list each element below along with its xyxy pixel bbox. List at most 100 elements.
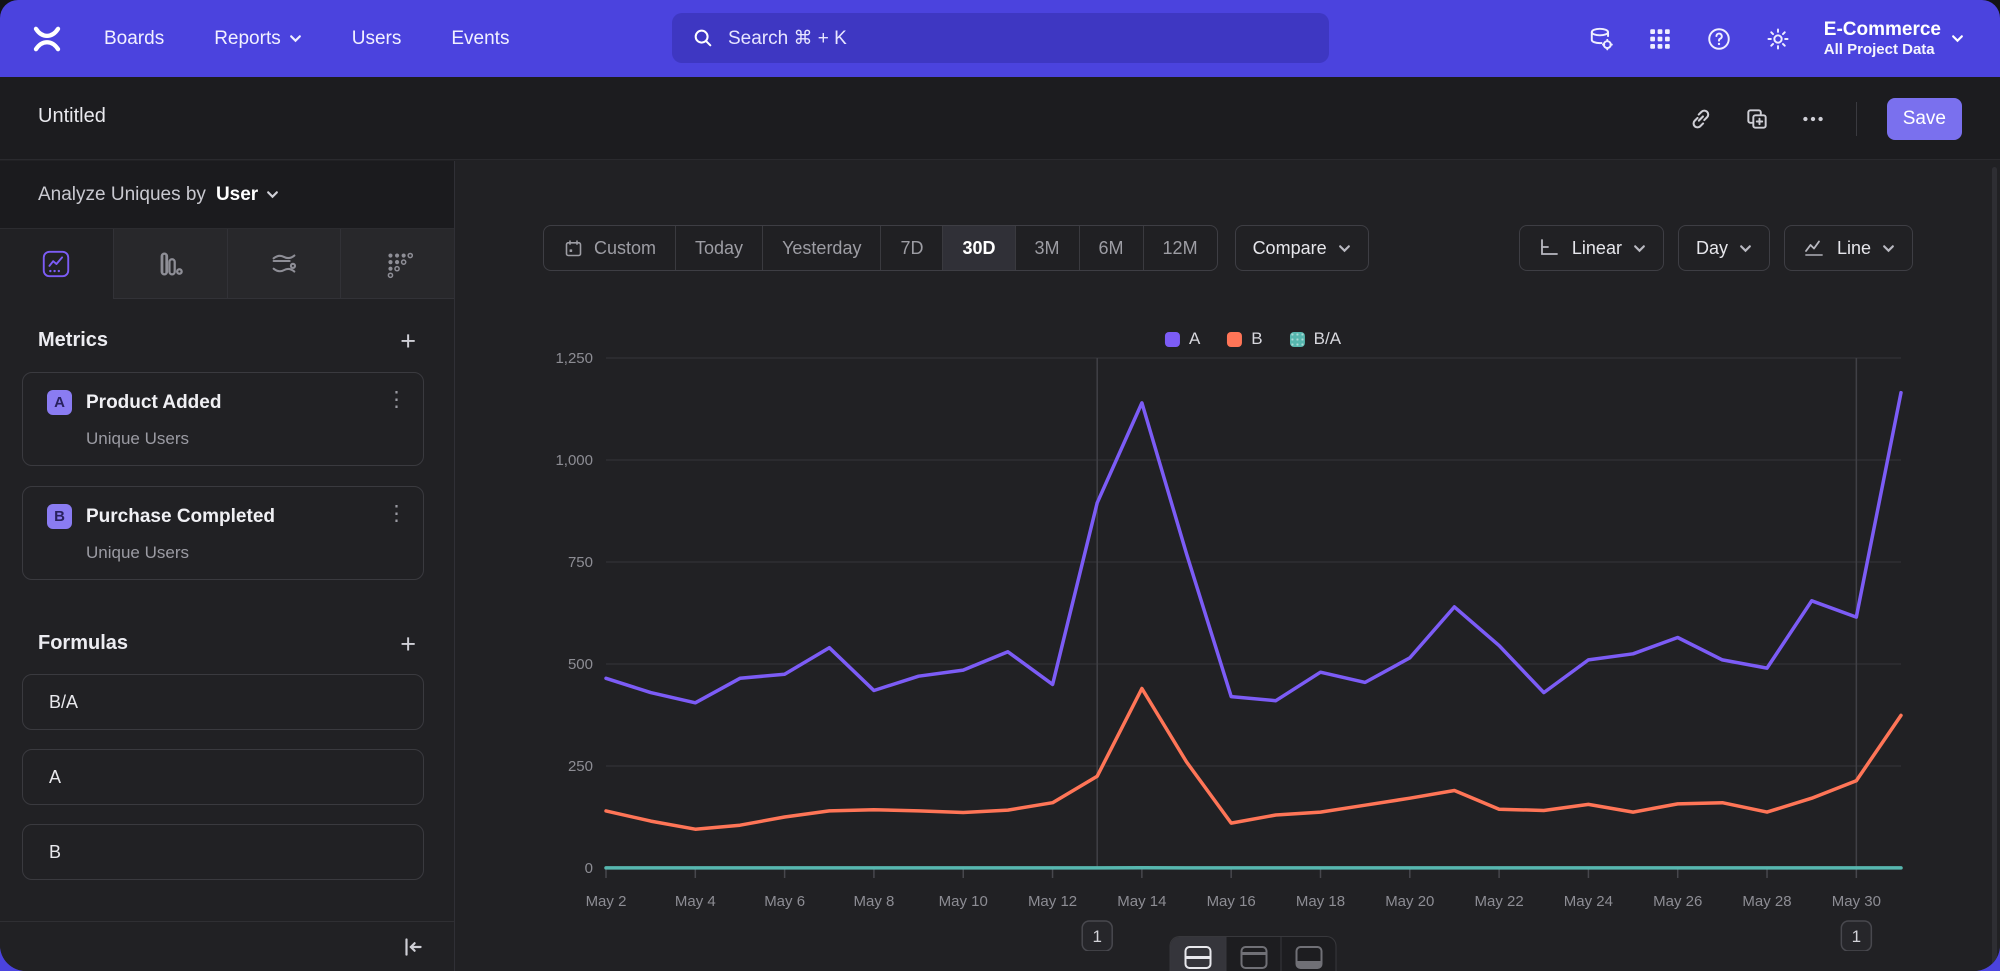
header-view-button[interactable] — [1225, 937, 1281, 971]
legend-swatch — [1227, 331, 1243, 347]
duplicate-icon[interactable] — [1744, 106, 1770, 132]
sidebar: Analyze Uniques by User Metrics + A Produ… — [0, 161, 455, 971]
project-selector[interactable]: E-Commerce All Project Data — [1823, 18, 1964, 58]
line-chart[interactable]: 0 250 500 750 1,000 1,250 May 2 May 4 May 6 May 8… — [456, 351, 2000, 951]
x-tick-label: May 26 — [1653, 893, 1702, 910]
search-placeholder: Search ⌘ + K — [728, 27, 847, 49]
add-metric-button[interactable]: + — [400, 325, 416, 356]
top-right-cluster: E-Commerce All Project Data — [1588, 0, 1964, 77]
chart-main: Custom Today Yesterday 7D 30D 3M 6M 12M Compare… — [456, 161, 2000, 971]
range-label: Custom — [594, 237, 657, 258]
range-7d[interactable]: 7D — [880, 226, 942, 270]
report-title[interactable]: Untitled — [38, 105, 106, 127]
analyze-by-selector[interactable]: User — [216, 184, 279, 206]
date-range-group: Custom Today Yesterday 7D 30D 3M 6M 12M — [543, 225, 1218, 271]
nav-item-reports[interactable]: Reports — [214, 28, 302, 50]
metric-menu-icon[interactable]: ⋮ — [386, 388, 407, 411]
metric-badge: B — [47, 504, 72, 529]
funnels-icon — [160, 252, 183, 275]
search-icon — [694, 29, 712, 47]
range-12m[interactable]: 12M — [1142, 226, 1217, 270]
nav-item-users[interactable]: Users — [352, 28, 402, 50]
more-icon[interactable] — [1800, 106, 1826, 132]
collapse-sidebar-icon[interactable] — [400, 934, 426, 960]
mixpanel-logo-icon[interactable] — [30, 22, 64, 56]
x-tick-label: May 22 — [1475, 893, 1524, 910]
add-formula-button[interactable]: + — [400, 628, 416, 659]
legend-swatch — [1164, 331, 1180, 347]
x-tick-label: May 28 — [1742, 893, 1791, 910]
range-yesterday[interactable]: Yesterday — [762, 226, 880, 270]
annotation-badge[interactable]: 1 — [1840, 920, 1873, 951]
metric-menu-icon[interactable]: ⋮ — [386, 502, 407, 525]
analyze-row: Analyze Uniques by User — [0, 161, 454, 229]
range-3m[interactable]: 3M — [1014, 226, 1079, 270]
legend-item-B[interactable]: B — [1227, 329, 1263, 349]
y-tick-label: 1,250 — [555, 351, 593, 367]
settings-gear-icon[interactable] — [1765, 26, 1791, 52]
chevron-down-icon — [1952, 35, 1963, 43]
x-tick-label: May 8 — [854, 893, 895, 910]
range-6m[interactable]: 6M — [1078, 226, 1143, 270]
line-chart-icon — [1805, 240, 1823, 256]
formulas-list: B/A A B — [0, 674, 454, 880]
y-tick-label: 250 — [568, 758, 593, 775]
top-nav: Boards Reports Users Events Search ⌘ + K — [0, 0, 2000, 77]
x-tick-label: May 20 — [1385, 893, 1434, 910]
chevron-down-icon — [1634, 244, 1645, 252]
calendar-icon — [565, 239, 582, 256]
legend-item-B-A[interactable]: B/A — [1289, 329, 1341, 349]
linear-axis-icon — [1541, 239, 1558, 255]
formula-card-B-A[interactable]: B/A — [22, 674, 424, 730]
split-view-button[interactable] — [1170, 937, 1226, 971]
formula-card-B[interactable]: B — [22, 824, 424, 880]
annotation-badge[interactable]: 1 — [1081, 920, 1113, 951]
y-tick-label: 500 — [568, 656, 593, 673]
chart-type-selector[interactable]: Line — [1783, 225, 1913, 271]
range-label: 3M — [1034, 237, 1060, 258]
metric-card-B[interactable]: B Purchase Completed ⋮ Unique Users — [22, 486, 424, 580]
tab-retention[interactable] — [340, 229, 454, 299]
legend-swatch — [1289, 331, 1305, 347]
scale-selector[interactable]: Linear — [1518, 225, 1664, 271]
interval-selector[interactable]: Day — [1677, 225, 1770, 271]
x-tick-label: May 18 — [1296, 893, 1345, 910]
nav-item-boards[interactable]: Boards — [104, 28, 164, 50]
legend-item-A[interactable]: A — [1164, 329, 1200, 349]
link-icon[interactable] — [1688, 106, 1714, 132]
data-management-icon[interactable] — [1588, 26, 1614, 52]
save-button[interactable]: Save — [1886, 97, 1962, 140]
scrollbar[interactable] — [1992, 167, 1997, 971]
range-30d[interactable]: 30D — [942, 226, 1015, 270]
range-custom[interactable]: Custom — [544, 226, 675, 270]
sidebar-footer — [0, 921, 454, 971]
apps-grid-icon[interactable] — [1647, 26, 1673, 52]
formula-card-A[interactable]: A — [22, 749, 424, 805]
tab-insights[interactable] — [0, 229, 113, 299]
nav-item-events[interactable]: Events — [451, 28, 509, 50]
metric-card-A[interactable]: A Product Added ⋮ Unique Users — [22, 372, 424, 466]
range-label: 12M — [1162, 237, 1198, 258]
table-view-button[interactable] — [1280, 937, 1336, 971]
metric-subtitle: Unique Users — [86, 429, 189, 448]
divider — [1855, 101, 1857, 136]
y-tick-label: 0 — [585, 860, 593, 877]
series-A — [604, 390, 1903, 705]
help-icon[interactable] — [1706, 26, 1732, 52]
series-B — [604, 686, 1903, 831]
x-tick-label: May 14 — [1117, 893, 1166, 910]
metric-badge: A — [47, 390, 72, 415]
x-tick-label: May 10 — [939, 893, 988, 910]
tab-flows[interactable] — [226, 229, 341, 299]
metrics-list: A Product Added ⋮ Unique Users B Purchase Com… — [0, 372, 454, 580]
compare-button[interactable]: Compare — [1234, 225, 1369, 271]
tab-funnels[interactable] — [112, 229, 227, 299]
search-input[interactable]: Search ⌘ + K — [672, 13, 1329, 63]
range-today[interactable]: Today — [675, 226, 762, 270]
metrics-section-head: Metrics + — [38, 325, 416, 356]
project-name: E-Commerce — [1823, 18, 1941, 40]
range-label: 6M — [1098, 237, 1124, 258]
chevron-down-icon — [289, 35, 301, 43]
report-header: Untitled Save — [0, 77, 2000, 160]
x-tick-label: May 2 — [586, 893, 627, 910]
